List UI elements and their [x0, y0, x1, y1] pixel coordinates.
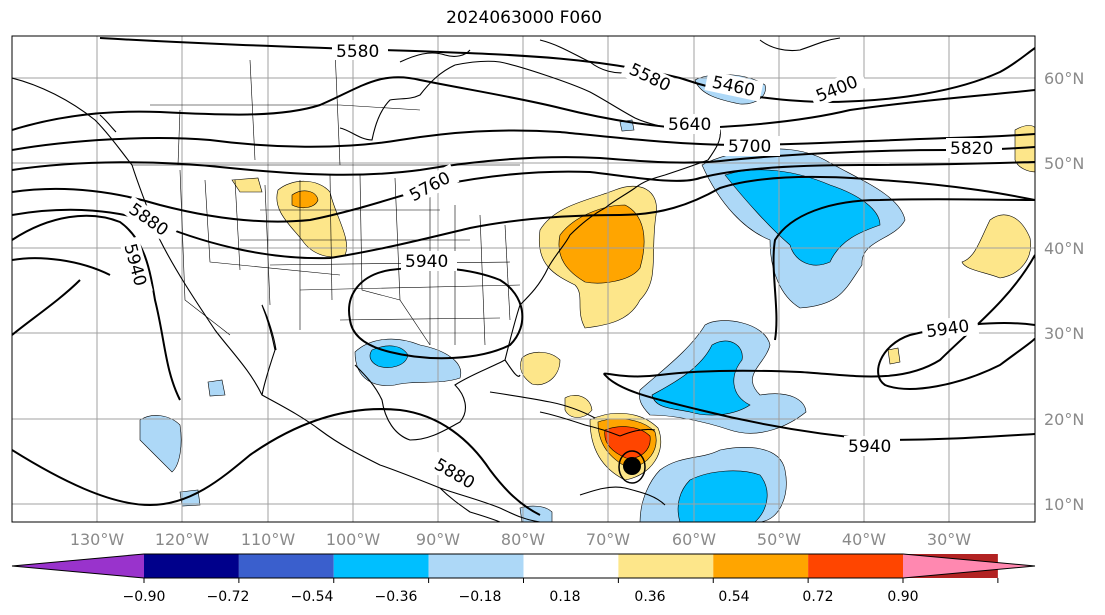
lon-tick-label: 30°W — [927, 530, 971, 549]
lon-tick-label: 60°W — [672, 530, 716, 549]
colorbar-tick-label: 0.72 — [802, 589, 833, 605]
lat-tick-labels: 60°N 50°N 40°N 30°N 20°N 10°N — [1044, 69, 1084, 514]
contour-label: 5940 — [405, 252, 448, 272]
colorbar-swatch — [618, 554, 714, 578]
colorbar — [11, 553, 1036, 583]
anomaly-shading — [139, 74, 1035, 522]
lat-tick-label: 30°N — [1044, 324, 1084, 343]
lon-tick-label: 100°W — [326, 530, 381, 549]
lon-tick-label: 80°W — [501, 530, 545, 549]
colorbar-extend-high — [903, 554, 1035, 578]
colorbar-tick-label: −0.90 — [123, 589, 166, 605]
map-panel: 5580 5580 5460 5400 5640 5700 5820 5760 … — [12, 36, 1035, 522]
lat-tick-label: 10°N — [1044, 495, 1084, 514]
colorbar-swatch — [523, 554, 619, 578]
lon-tick-label: 90°W — [416, 530, 460, 549]
lat-tick-label: 40°N — [1044, 239, 1084, 258]
lon-tick-labels: 130°W 120°W 110°W 100°W 90°W 80°W 70°W 6… — [70, 530, 971, 549]
colorbar-swatch — [808, 554, 903, 578]
colorbar-swatch — [238, 554, 334, 578]
contour-label: 5700 — [728, 137, 771, 157]
lat-tick-label: 60°N — [1044, 69, 1084, 88]
colorbar-tick-label: 0.90 — [887, 589, 918, 605]
lat-tick-label: 20°N — [1044, 410, 1084, 429]
colorbar-swatch — [144, 554, 239, 578]
contour-label: 5940 — [848, 437, 891, 457]
height-contours — [12, 37, 1035, 516]
map-frame — [11, 35, 1036, 523]
colorbar-tick-label: 0.54 — [718, 589, 749, 605]
lon-tick-label: 50°W — [757, 530, 801, 549]
lon-tick-label: 130°W — [70, 530, 125, 549]
colorbar-swatch — [713, 554, 809, 578]
colorbar-swatch — [428, 554, 524, 578]
colorbar-tick-label: −0.54 — [291, 589, 334, 605]
colorbar-tick-label: −0.72 — [207, 589, 250, 605]
contour-label: 5820 — [950, 139, 993, 159]
colorbar-tick-label: −0.36 — [375, 589, 418, 605]
contour-label: 5580 — [336, 42, 379, 62]
colorbar-tick-labels: −0.90 −0.72 −0.54 −0.36 −0.18 0.18 0.36 … — [123, 589, 919, 605]
colorbar-tick-label: 0.18 — [549, 589, 580, 605]
contour-label: 5640 — [668, 115, 711, 135]
lon-tick-label: 70°W — [586, 530, 630, 549]
map-title: 2024063000 F060 — [446, 8, 602, 28]
colorbar-tick-label: 0.36 — [634, 589, 665, 605]
colorbar-swatch — [333, 554, 429, 578]
lon-tick-label: 120°W — [155, 530, 210, 549]
lon-tick-label: 40°W — [842, 530, 886, 549]
lon-tick-label: 110°W — [241, 530, 296, 549]
lat-tick-label: 50°N — [1044, 154, 1084, 173]
colorbar-tick-label: −0.18 — [459, 589, 502, 605]
colorbar-extend-low — [12, 554, 144, 578]
storm-marker — [618, 450, 646, 484]
